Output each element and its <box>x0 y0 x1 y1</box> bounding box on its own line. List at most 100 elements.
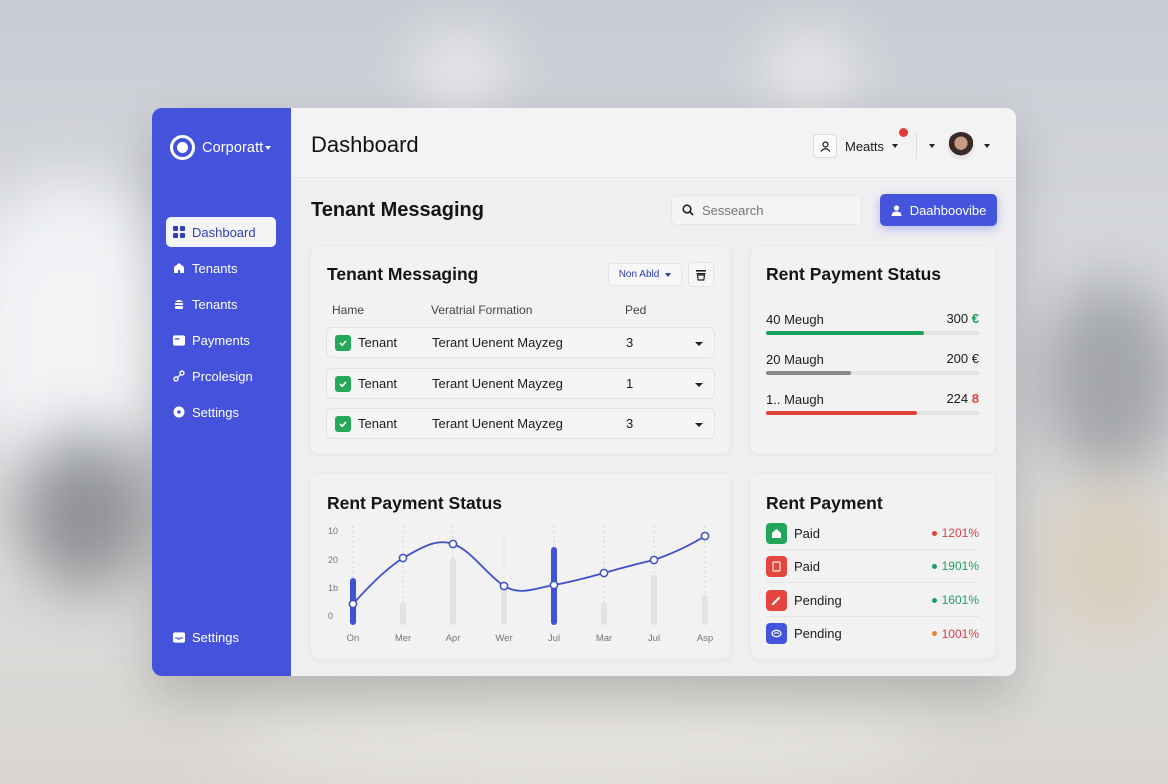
grid-icon <box>173 226 185 238</box>
checkbox-checked[interactable] <box>335 375 351 392</box>
bar-label: 40 Meugh <box>766 312 824 327</box>
sidebar-item-payments[interactable]: Payments <box>166 325 276 355</box>
user-icon <box>820 140 830 152</box>
bar-amount: 200 € <box>946 351 979 366</box>
card-title: Rent Payment <box>766 493 883 513</box>
main-content: Dashboard Meatts Tenant Messaging Daahbo… <box>291 108 1016 676</box>
rent-payment-status-card: Rent Payment Status 40 Meugh 300 € 20 Ma… <box>750 246 996 454</box>
payment-status-label: Paid <box>794 558 821 574</box>
status-dot <box>931 631 937 636</box>
cell-name: Tenant <box>358 416 398 431</box>
inbox-icon <box>173 631 185 643</box>
sidebar: Corporatt Dashboard Tenants Tenants <box>152 108 291 676</box>
checkbox-checked[interactable] <box>335 334 351 351</box>
sidebar-item-label: Tenants <box>192 260 238 276</box>
card-title: Rent Payment Status <box>766 264 942 284</box>
sidebar-item-label: Dashboard <box>192 224 256 240</box>
bar-amount: 224 8 <box>946 391 979 406</box>
status-dot <box>931 597 937 603</box>
tenant-messaging-card: Tenant Messaging Non Abld Hame Veratrial… <box>310 246 731 454</box>
sidebar-item-settings[interactable]: Settings <box>166 397 276 427</box>
y-tick: 20 <box>328 555 338 565</box>
progress-track <box>766 331 979 335</box>
x-tick: Mer <box>395 633 411 644</box>
card-title: Rent Payment Status <box>327 493 503 513</box>
payment-value: 1901% <box>931 559 979 573</box>
rent-payment-chart-card: Rent Payment Status 10 20 1b 0 <box>310 473 731 659</box>
cell-ped: 1 <box>626 376 634 391</box>
topbar: Dashboard Meatts <box>291 108 1016 178</box>
x-tick: Jul <box>548 633 560 644</box>
progress-fill <box>766 411 918 415</box>
status-dot <box>931 530 937 536</box>
list-item[interactable]: Pending 1001% <box>766 617 979 650</box>
brand-name: Corporatt <box>202 139 264 156</box>
chevron-down-icon[interactable] <box>892 144 899 148</box>
row-expand-icon[interactable] <box>695 423 703 427</box>
x-tick: Mar <box>596 633 612 644</box>
primary-action-button[interactable]: Daahboovibe <box>880 194 997 226</box>
avatar[interactable] <box>947 132 976 160</box>
column-header-formation[interactable]: Veratrial Formation <box>431 303 533 317</box>
sidebar-item-label: Payments <box>192 332 250 348</box>
checkbox-checked[interactable] <box>335 415 351 432</box>
line-chart: 10 20 1b 0 <box>328 526 713 644</box>
x-tick: On <box>347 633 360 644</box>
user-name[interactable]: Meatts <box>845 138 885 154</box>
payment-value: 1201% <box>931 526 979 540</box>
link-icon <box>173 370 185 382</box>
bar-label: 20 Maugh <box>766 352 824 367</box>
list-item[interactable]: Paid 1901% <box>766 550 979 583</box>
app-window: Corporatt Dashboard Tenants Tenants <box>152 108 1016 676</box>
sidebar-item-label: Settings <box>192 629 239 645</box>
list-item[interactable]: Paid 1201% <box>766 517 979 550</box>
rent-payment-card: Rent Payment Paid 1201% Paid 1901% Pendi… <box>750 473 996 659</box>
avatar-chevron-down-icon[interactable] <box>984 144 991 148</box>
sidebar-item-tenants[interactable]: Tenants <box>166 253 276 283</box>
status-bar-row: 1.. Maugh 224 8 <box>766 391 979 415</box>
y-tick: 10 <box>328 526 338 536</box>
row-expand-icon[interactable] <box>695 383 703 387</box>
search-box[interactable] <box>671 195 862 225</box>
payment-status-label: Paid <box>794 525 821 541</box>
progress-fill <box>766 331 924 335</box>
notification-badge <box>899 128 908 137</box>
gear-icon <box>173 406 185 418</box>
user-icon-button[interactable] <box>813 134 837 158</box>
sidebar-item-dashboard[interactable]: Dashboard <box>166 217 276 247</box>
sidebar-bottom: Settings <box>166 622 276 658</box>
cell-formation: Terant Uenent Mayzeg <box>432 376 563 391</box>
list-item[interactable]: Pending 1601% <box>766 584 979 617</box>
bar-amount: 300 € <box>946 311 979 326</box>
progress-track <box>766 411 979 415</box>
brand[interactable]: Corporatt <box>170 135 272 160</box>
page-title: Dashboard <box>311 132 419 157</box>
sidebar-item-tenants-2[interactable]: Tenants <box>166 289 276 319</box>
delete-button[interactable] <box>688 262 714 287</box>
sidebar-item-prcolesign[interactable]: Prcolesign <box>166 361 276 391</box>
table-row[interactable]: Tenant Terant Uenent Mayzeg 3 <box>326 408 715 439</box>
table-row[interactable]: Tenant Terant Uenent Mayzeg 3 <box>326 327 715 358</box>
home-icon <box>766 522 787 544</box>
cell-ped: 3 <box>626 335 634 350</box>
y-tick: 0 <box>328 611 333 621</box>
column-header-name[interactable]: Hame <box>332 303 365 317</box>
progress-fill <box>766 371 852 375</box>
sidebar-item-settings-bottom[interactable]: Settings <box>166 622 276 652</box>
user-icon <box>891 204 902 216</box>
cell-name: Tenant <box>358 376 398 391</box>
search-input[interactable] <box>702 202 852 218</box>
filter-dropdown[interactable]: Non Abld <box>608 263 682 286</box>
row-expand-icon[interactable] <box>695 342 703 346</box>
x-tick: Asp <box>697 633 713 644</box>
status-bar-row: 40 Meugh 300 € <box>766 311 979 335</box>
x-tick: Wer <box>495 633 512 644</box>
table-row[interactable]: Tenant Terant Uenent Mayzeg 1 <box>326 368 715 399</box>
sidebar-item-label: Settings <box>192 404 239 420</box>
chevron-down-icon[interactable] <box>929 144 936 148</box>
status-bar-row: 20 Maugh 200 € <box>766 351 979 375</box>
cell-formation: Terant Uenent Mayzeg <box>432 335 563 350</box>
column-header-ped[interactable]: Ped <box>625 303 647 317</box>
doc-icon <box>766 555 787 577</box>
card-title: Tenant Messaging <box>327 264 479 284</box>
